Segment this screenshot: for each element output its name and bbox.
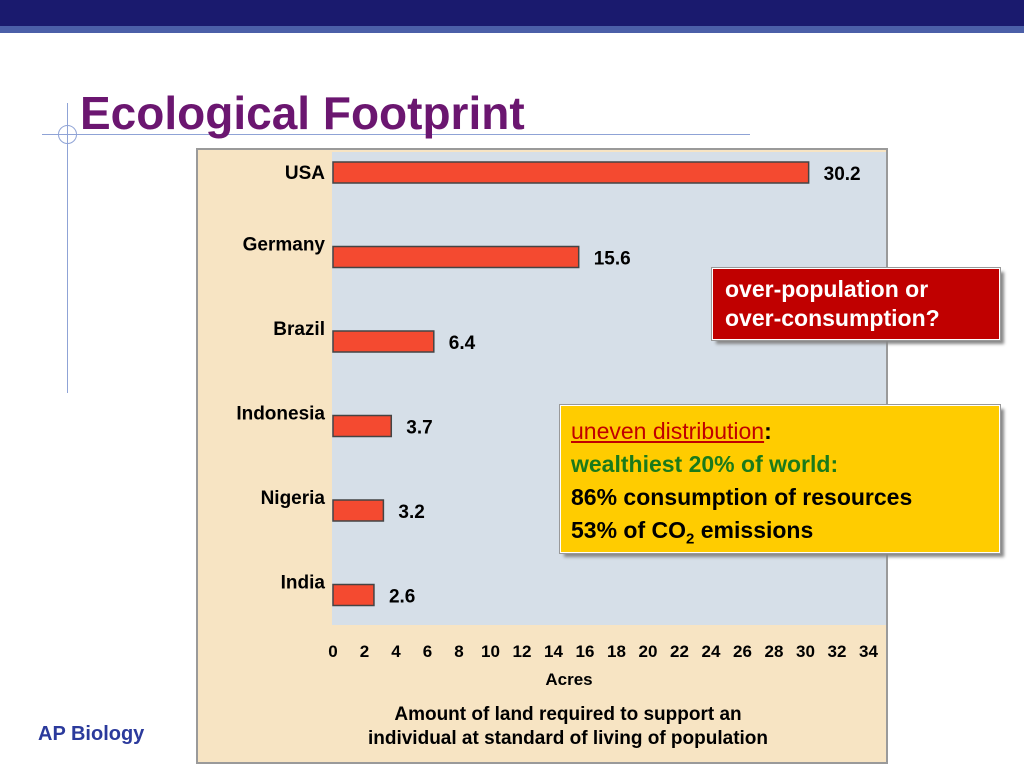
x-tick-label-28: 28 — [765, 642, 784, 661]
chart-caption-line-2: individual at standard of living of popu… — [367, 728, 769, 749]
category-label-nigeria: Nigeria — [261, 488, 326, 509]
x-tick-label-32: 32 — [828, 642, 847, 661]
category-label-india: India — [281, 573, 326, 594]
value-label-germany: 15.6 — [594, 249, 631, 270]
x-tick-label-24: 24 — [702, 642, 721, 661]
x-tick-label-10: 10 — [481, 642, 500, 661]
value-label-brazil: 6.4 — [449, 333, 476, 354]
co2-line-prefix: 53% of CO — [571, 517, 687, 543]
co2-line-suffix: emissions — [694, 517, 814, 543]
vertical-guide-line — [67, 103, 68, 393]
overpopulation-callout: over-population or over-consumption? — [712, 268, 1000, 340]
chart-caption-line-1: Amount of land required to support an — [394, 704, 742, 725]
bar-brazil — [332, 330, 435, 353]
category-label-usa: USA — [285, 163, 325, 184]
x-tick-label-0: 0 — [328, 642, 337, 661]
title-guide-line — [42, 134, 750, 135]
top-banner-stripe — [0, 26, 1024, 33]
distribution-heading-colon: : — [764, 418, 772, 444]
bar-nigeria — [332, 499, 385, 522]
x-tick-label-14: 14 — [544, 642, 563, 661]
x-tick-label-16: 16 — [576, 642, 595, 661]
slide-title: Ecological Footprint — [80, 87, 525, 139]
x-tick-label-20: 20 — [639, 642, 658, 661]
co2-line: 53% of CO2 emissions — [571, 514, 999, 556]
wealthiest-line: wealthiest 20% of world: — [571, 451, 839, 477]
value-label-usa: 30.2 — [824, 164, 861, 185]
distribution-heading-line: uneven distribution: — [571, 415, 999, 448]
overpopulation-callout-line-1: over-population or — [725, 276, 929, 302]
bar-germany — [332, 245, 580, 269]
x-tick-label-6: 6 — [423, 642, 432, 661]
bar-indonesia — [332, 414, 393, 438]
guide-crosshair-circle — [58, 125, 77, 144]
co2-subscript: 2 — [686, 530, 695, 548]
uneven-distribution-callout: uneven distribution: wealthiest 20% of w… — [560, 405, 1000, 553]
chart-caption: Amount of land required to support an in… — [196, 703, 940, 751]
x-tick-label-12: 12 — [513, 642, 532, 661]
category-label-brazil: Brazil — [273, 319, 325, 340]
x-tick-label-2: 2 — [360, 642, 369, 661]
x-axis-label: Acres — [545, 670, 592, 689]
x-tick-label-30: 30 — [796, 642, 815, 661]
value-label-nigeria: 3.2 — [398, 502, 424, 523]
category-label-indonesia: Indonesia — [236, 404, 325, 425]
value-label-india: 2.6 — [389, 587, 415, 608]
figure-panel: USA 30.2 Germany 15.6 Brazil 6.4 Indonesia 3.7 N… — [196, 148, 888, 764]
bar-usa — [332, 161, 810, 184]
footer-label: AP Biology — [38, 723, 145, 745]
x-tick-label-4: 4 — [391, 642, 401, 661]
top-banner — [0, 0, 1024, 26]
x-tick-label-22: 22 — [670, 642, 689, 661]
distribution-heading: uneven distribution — [571, 418, 765, 444]
consumption-line: 86% consumption of resources — [571, 484, 913, 510]
value-label-indonesia: 3.7 — [406, 418, 432, 439]
x-tick-label-34: 34 — [859, 642, 878, 661]
x-tick-label-8: 8 — [454, 642, 463, 661]
category-label-germany: Germany — [243, 235, 326, 256]
x-tick-label-18: 18 — [607, 642, 626, 661]
x-tick-label-26: 26 — [733, 642, 752, 661]
bar-india — [332, 583, 375, 607]
overpopulation-callout-line-2: over-consumption? — [725, 305, 940, 331]
